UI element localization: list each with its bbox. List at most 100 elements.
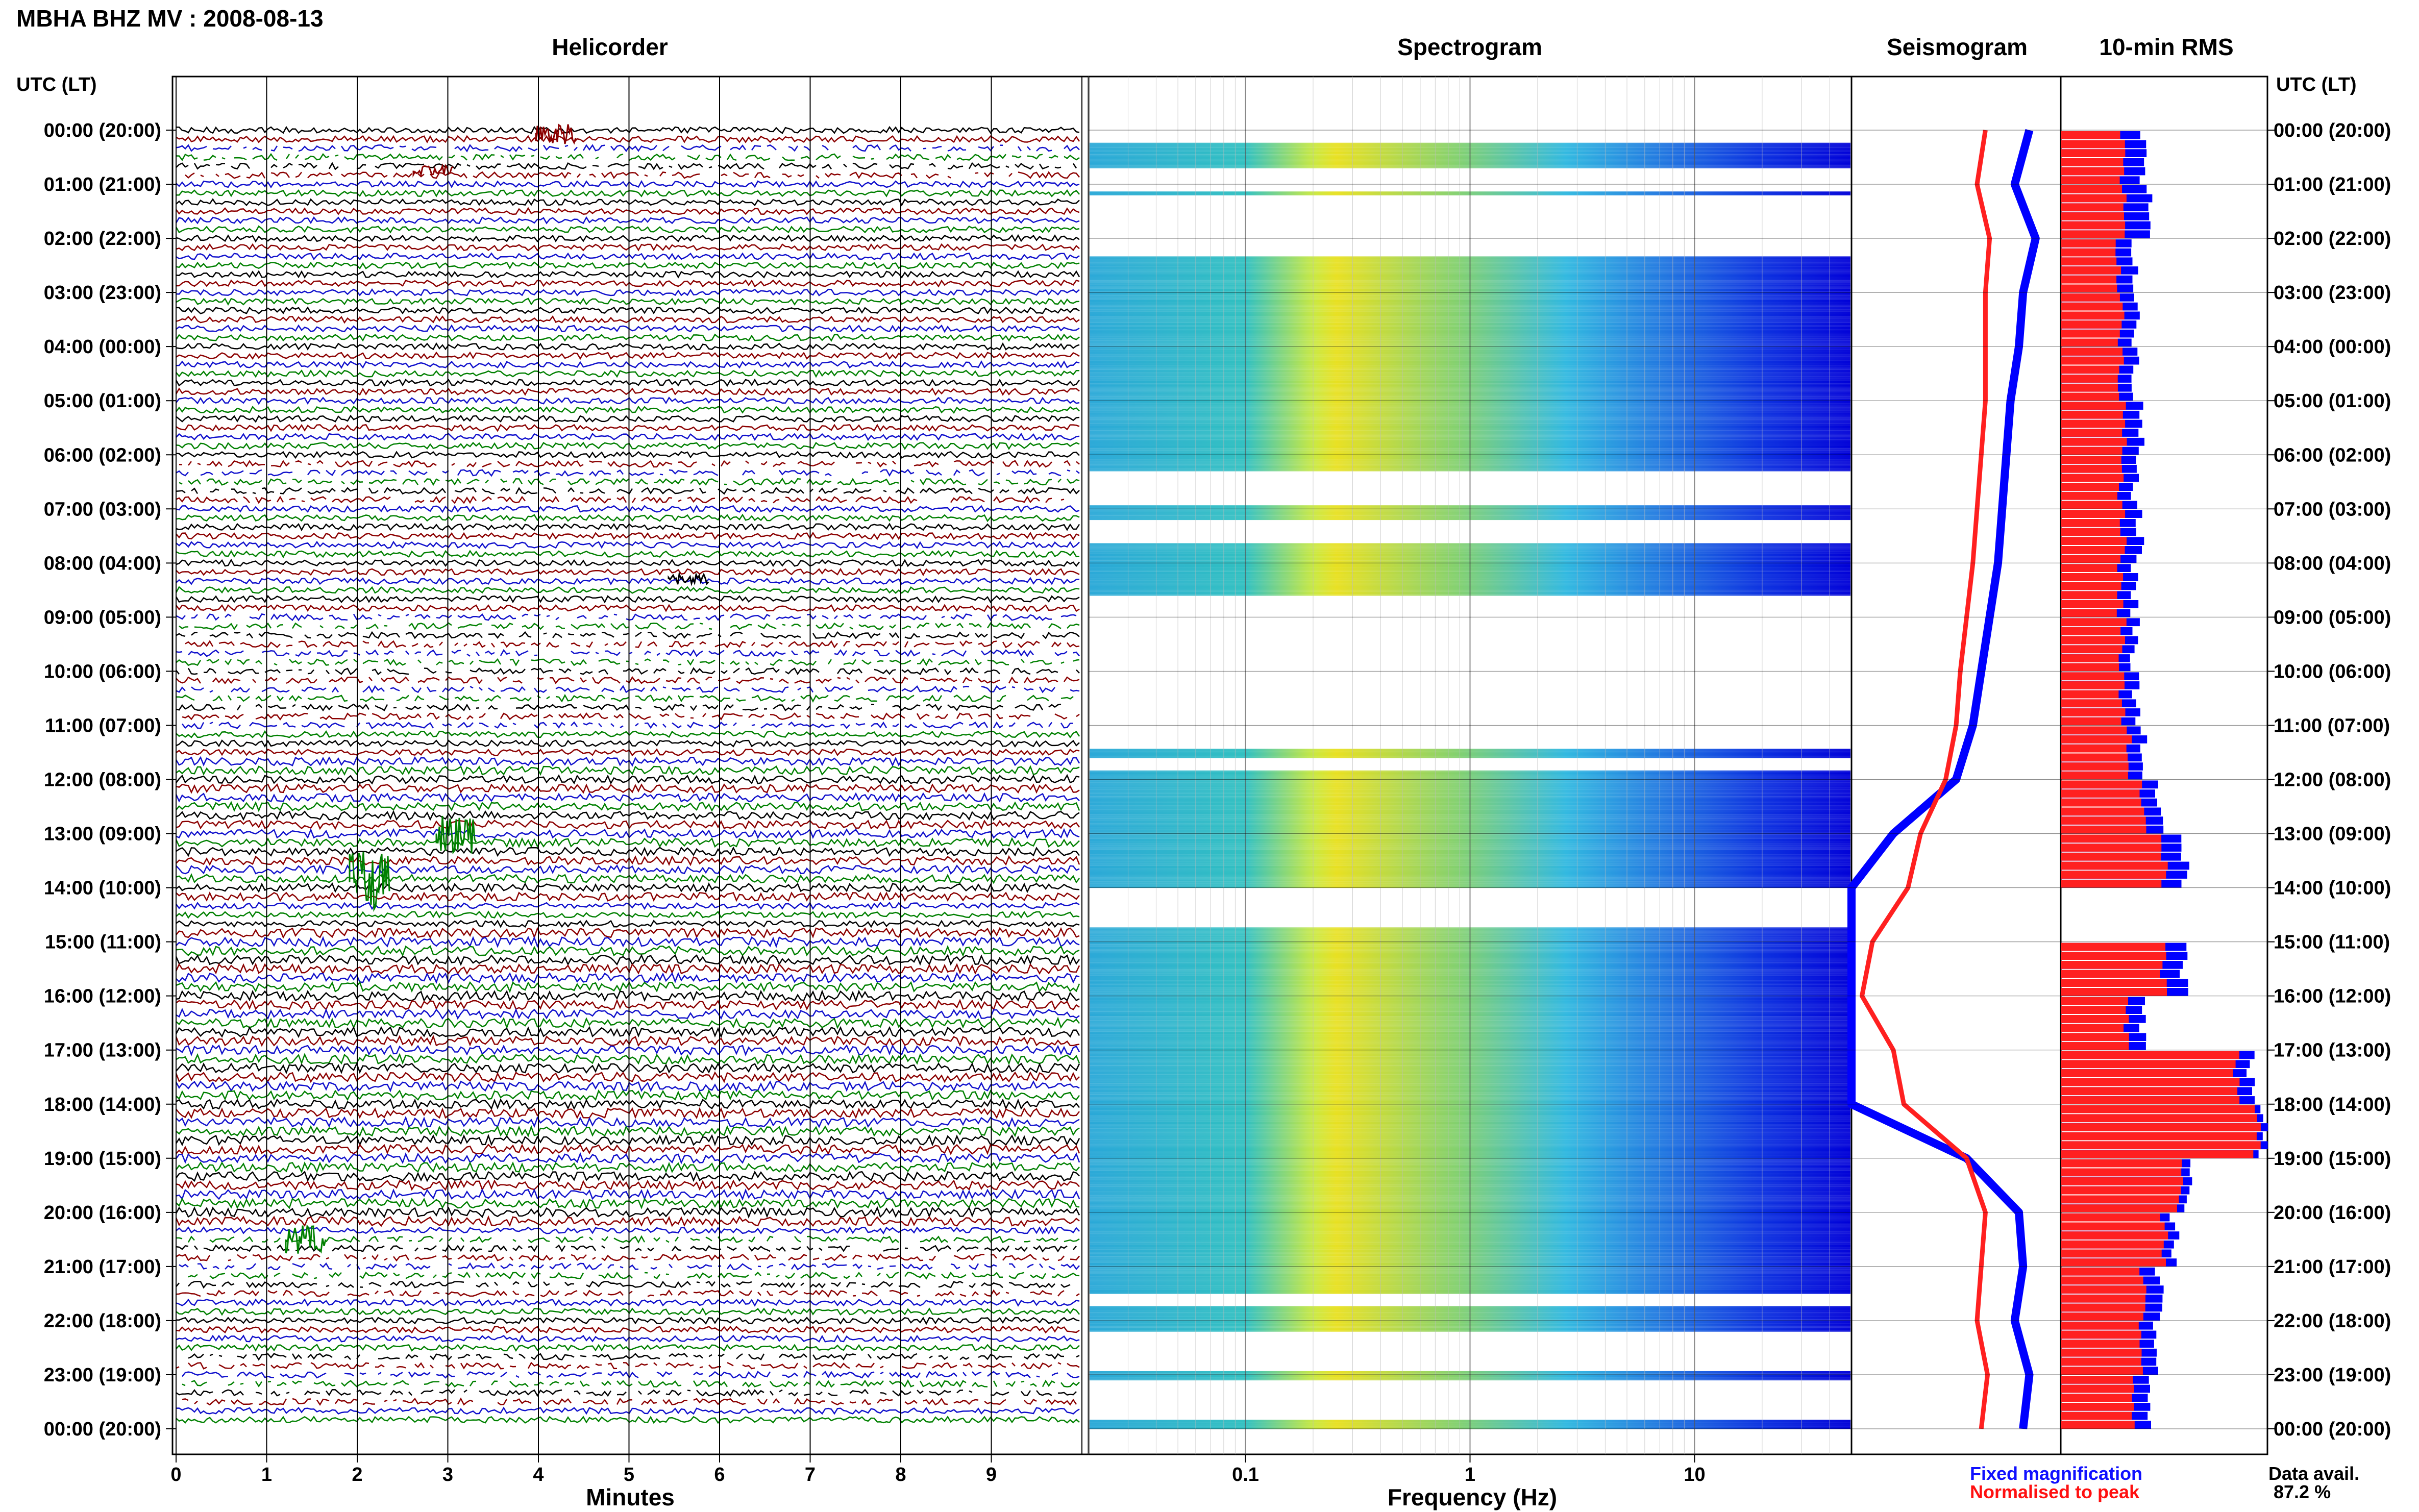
rms-bar-normalised: [2061, 1096, 2240, 1104]
helicorder-trace: [176, 1226, 1080, 1235]
helicorder-trace: [176, 162, 1077, 170]
frequency-tick-label: 1: [1465, 1464, 1475, 1485]
helicorder-trace: [188, 1271, 1080, 1280]
helicorder-trace: [176, 910, 1080, 919]
spectrogram-frequency-gridlines: [1088, 77, 1830, 1454]
rms-bar-normalised: [2061, 1051, 2239, 1059]
helicorder-trace: [176, 820, 1080, 830]
rms-bar-normalised: [2061, 1222, 2165, 1231]
rms-bar-normalised: [2061, 410, 2123, 419]
helicorder-trace: [176, 360, 1080, 369]
data-availability-value: 87.2 %: [2274, 1481, 2331, 1502]
rms-bars: [2061, 131, 2268, 1429]
helicorder-trace: [176, 739, 1080, 748]
helicorder-trace: [175, 1034, 1080, 1047]
helicorder-trace: [175, 756, 1080, 767]
minute-tick-label: 5: [624, 1464, 634, 1485]
helicorder-trace: [176, 828, 1080, 839]
helicorder-trace: [176, 685, 1080, 693]
right-hour-label: 00:00 (20:00): [2274, 120, 2391, 141]
minute-tick-label: 0: [170, 1464, 181, 1485]
right-hour-label: 08:00 (04:00): [2274, 553, 2391, 574]
rms-bar-normalised: [2061, 185, 2122, 193]
helicorder-event: [535, 123, 577, 145]
helicorder-event: [668, 571, 709, 587]
helicorder-trace: [176, 270, 1080, 279]
legend-normalised-to-peak: Normalised to peak: [1970, 1481, 2140, 1502]
helicorder-trace: [175, 837, 1080, 849]
helicorder-trace: [176, 1197, 1080, 1210]
rms-bar-normalised: [2061, 871, 2166, 879]
right-hour-label: 10:00 (06:00): [2274, 661, 2391, 682]
rms-bar-normalised: [2061, 248, 2116, 257]
helicorder-trace: [175, 1026, 1080, 1038]
helicorder-trace: [176, 730, 1080, 738]
rms-bar-normalised: [2061, 1024, 2124, 1032]
rms-bar-normalised: [2061, 1114, 2257, 1123]
x-axis-title-minutes: Minutes: [586, 1484, 675, 1510]
rms-bar-normalised: [2061, 1249, 2162, 1258]
helicorder-trace: [176, 1143, 1080, 1155]
helicorder-trace: [176, 135, 1080, 144]
rms-bar-normalised: [2061, 564, 2117, 572]
left-hour-label: 00:00 (20:00): [44, 1419, 161, 1440]
right-hour-label: 01:00 (21:00): [2274, 174, 2391, 195]
helicorder-trace: [185, 640, 1080, 649]
rms-bar-normalised: [2061, 131, 2120, 139]
rms-bar-normalised: [2061, 600, 2124, 608]
rms-bar-normalised: [2061, 979, 2167, 987]
left-hour-label: 21:00 (17:00): [44, 1256, 161, 1278]
helicorder-trace: [176, 1053, 1080, 1065]
rms-bar-normalised: [2061, 519, 2120, 527]
helicorder-trace: [176, 1188, 1080, 1201]
helicorder-trace: [176, 1361, 1080, 1370]
x-axis-title-frequency: Frequency (Hz): [1388, 1484, 1557, 1510]
helicorder-trace: [175, 207, 1080, 216]
rms-bar-normalised: [2061, 1141, 2261, 1150]
rms-bar-normalised: [2061, 429, 2122, 437]
helicorder-trace: [176, 855, 1080, 866]
helicorder-trace: [176, 189, 1080, 197]
rms-bar-normalised: [2061, 257, 2117, 266]
rms-bar-normalised: [2061, 1312, 2143, 1321]
seismogram-fixed-curve: [1847, 129, 2040, 1429]
right-hour-label: 16:00 (12:00): [2274, 986, 2391, 1007]
rms-bar-normalised: [2061, 789, 2140, 798]
rms-bar-normalised: [2061, 997, 2128, 1005]
right-hour-label: 17:00 (13:00): [2274, 1040, 2391, 1061]
rms-bar-normalised: [2061, 726, 2127, 735]
helicorder-trace: [176, 613, 1077, 622]
helicorder-trace: [176, 487, 1080, 495]
rms-bar-normalised: [2061, 1159, 2182, 1168]
rms-bar-normalised: [2061, 807, 2144, 816]
helicorder-trace: [176, 1007, 1080, 1020]
rms-bar-normalised: [2061, 717, 2121, 726]
left-hour-label: 14:00 (10:00): [44, 878, 161, 899]
rms-bar-normalised: [2061, 1177, 2183, 1185]
rms-bar-normalised: [2061, 654, 2119, 662]
helicorder-trace: [176, 505, 1080, 513]
rms-bar-normalised: [2061, 1421, 2135, 1429]
helicorder-trace: [176, 1389, 1077, 1397]
rms-bar-normalised: [2061, 383, 2118, 392]
rms-bar-normalised: [2061, 970, 2160, 978]
helicorder-trace: [176, 252, 1080, 261]
rms-bar-normalised: [2061, 293, 2120, 302]
rms-bar-normalised: [2061, 1060, 2236, 1069]
helicorder-event: [412, 163, 454, 178]
panel-title-seismogram: Seismogram: [1887, 34, 2028, 60]
helicorder-trace: [175, 1080, 1080, 1093]
rms-bar-normalised: [2061, 348, 2123, 356]
left-hour-label: 10:00 (06:00): [44, 661, 161, 682]
helicorder-trace: [175, 225, 1080, 234]
left-hour-label: 12:00 (08:00): [44, 770, 161, 791]
helicorder-trace: [176, 297, 1080, 306]
helicorder-trace: [182, 712, 1080, 721]
helicorder-trace: [176, 649, 1080, 658]
rms-bar-normalised: [2061, 302, 2123, 311]
left-hour-label: 16:00 (12:00): [44, 986, 161, 1007]
rms-bar-normalised: [2061, 1340, 2140, 1348]
helicorder-trace: [175, 1071, 1080, 1083]
rms-bar-normalised: [2061, 663, 2119, 672]
rms-bar-normalised: [2061, 320, 2122, 329]
